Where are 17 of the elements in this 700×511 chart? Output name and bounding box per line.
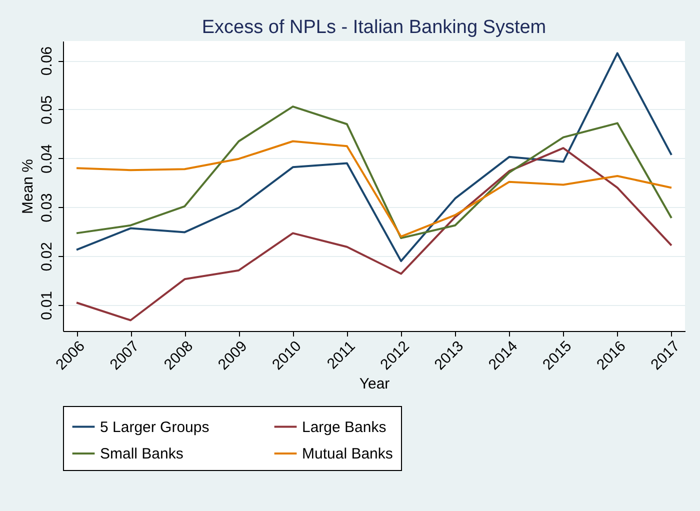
y-tick-label: 0.01	[38, 290, 56, 320]
y-tick-label: 0.04	[38, 144, 56, 174]
chart-title: Excess of NPLs - Italian Banking System	[202, 17, 546, 38]
legend-label: 5 Larger Groups	[100, 418, 210, 436]
line-series	[76, 52, 672, 262]
line-series	[76, 147, 672, 322]
x-axis-title: Year	[359, 376, 390, 393]
y-tick-label: 0.06	[38, 46, 56, 76]
y-axis-title: Mean %	[20, 158, 36, 214]
legend-label: Large Banks	[302, 418, 386, 436]
y-tick-label: 0.02	[38, 242, 56, 272]
line-series	[76, 140, 672, 238]
legend-label: Small Banks	[100, 446, 184, 462]
y-tick-label: 0.05	[38, 95, 56, 125]
y-tick-label: 0.03	[38, 193, 56, 222]
line-series	[76, 106, 672, 240]
legend-label: Mutual Banks	[302, 446, 393, 462]
